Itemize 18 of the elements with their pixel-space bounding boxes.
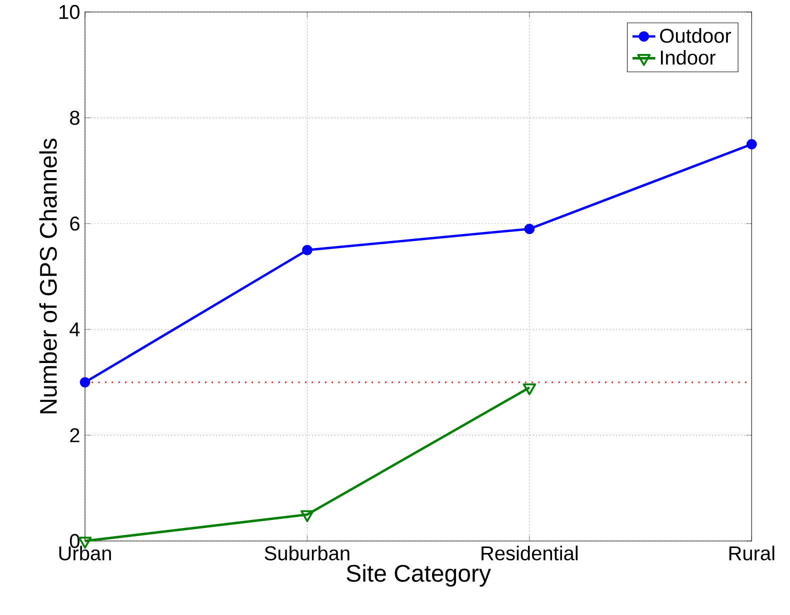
y-axis-title: Number of GPS Channels bbox=[39, 138, 57, 414]
y-tick-label: 10 bbox=[60, 4, 80, 20]
y-tick-label: 2 bbox=[70, 428, 80, 442]
y-tick-label: 6 bbox=[70, 216, 80, 231]
legend-label: Outdoor bbox=[660, 28, 732, 43]
point bbox=[746, 139, 757, 150]
x-tick-label: Rural bbox=[729, 546, 774, 560]
point bbox=[300, 510, 314, 522]
point bbox=[302, 244, 312, 256]
y-tick-label: 4 bbox=[70, 322, 80, 336]
y-tick-label: 8 bbox=[70, 110, 80, 125]
x-tick-label: Suburban bbox=[264, 546, 350, 560]
x-axis-title: Site Category bbox=[346, 564, 491, 587]
point bbox=[524, 224, 535, 234]
x-tick-label: Residential bbox=[482, 546, 578, 560]
legend-label: Indoor bbox=[660, 50, 716, 65]
point bbox=[522, 383, 536, 396]
point bbox=[80, 377, 90, 388]
